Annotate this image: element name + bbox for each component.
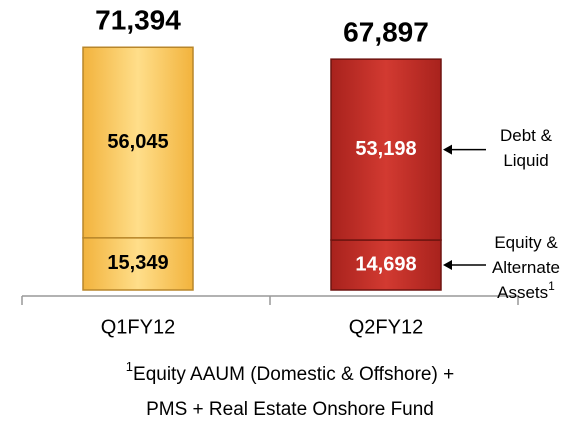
segment-label: 15,349 bbox=[107, 252, 168, 274]
legend-arrowhead bbox=[443, 144, 452, 155]
footnote-marker: 1 bbox=[126, 359, 133, 374]
footnote-marker: 1 bbox=[548, 279, 555, 293]
legend-label-text: Assets bbox=[497, 283, 548, 302]
total-label: 71,394 bbox=[95, 5, 181, 36]
footnote-text: Equity AAUM (Domestic & Offshore) + bbox=[133, 364, 454, 385]
legend-label: Alternate bbox=[492, 258, 560, 277]
x-tick-label: Q2FY12 bbox=[349, 316, 423, 338]
legend-label-text: Debt & bbox=[500, 127, 553, 146]
legend-label-text: Equity & bbox=[494, 233, 558, 252]
bar-segment bbox=[82, 237, 194, 291]
footnote: PMS + Real Estate Onshore Fund bbox=[146, 399, 434, 420]
legend-label: Equity & bbox=[494, 233, 558, 252]
segment-label: 56,045 bbox=[107, 131, 168, 153]
bar-segment bbox=[82, 46, 194, 239]
x-tick-label: Q1FY12 bbox=[101, 316, 175, 338]
legend-label: Assets1 bbox=[497, 279, 555, 302]
bar-segment bbox=[330, 58, 442, 241]
legend-label: Debt & bbox=[500, 127, 553, 146]
footnote: 1Equity AAUM (Domestic & Offshore) + bbox=[126, 359, 454, 385]
legend-label: Liquid bbox=[503, 152, 548, 171]
segment-label: 14,698 bbox=[355, 253, 416, 275]
footnote-text: PMS + Real Estate Onshore Fund bbox=[146, 399, 434, 420]
legend-arrowhead bbox=[443, 260, 452, 271]
total-label: 67,897 bbox=[343, 17, 429, 48]
segment-label: 53,198 bbox=[355, 138, 416, 160]
legend-label-text: Alternate bbox=[492, 258, 560, 277]
legend-label-text: Liquid bbox=[503, 152, 548, 171]
